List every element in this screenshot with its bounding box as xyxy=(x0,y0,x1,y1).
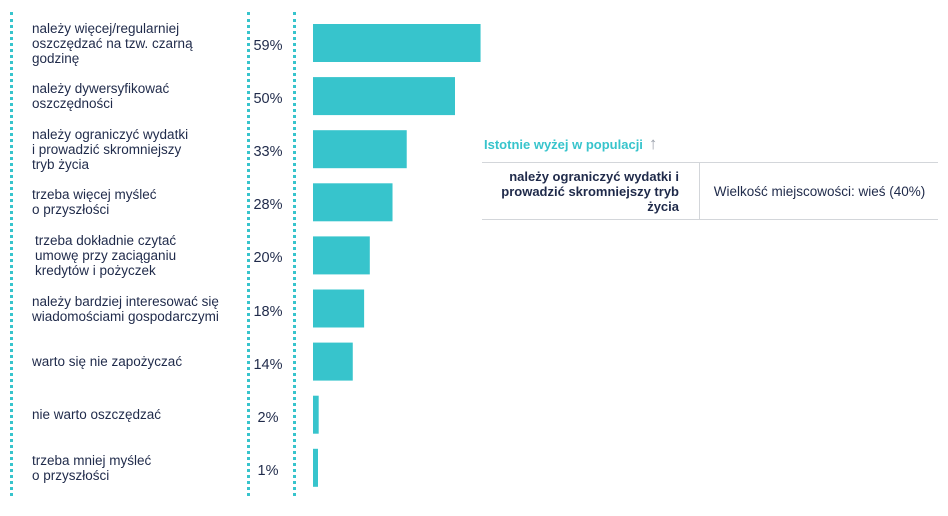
significance-table: należy ograniczyć wydatki i prowadzić sk… xyxy=(482,162,938,220)
value-label: 59% xyxy=(253,38,283,54)
dotted-divider-left xyxy=(10,12,13,496)
bar-2 xyxy=(313,77,455,116)
category-label: trzeba więcej myśleć o przyszłości xyxy=(32,187,157,218)
category-label: trzeba mniej myśleć o przyszłości xyxy=(32,452,152,483)
significance-title-text: Istotnie wyżej w populacji xyxy=(484,137,643,152)
category-label: należy dywersyfikować oszczędności xyxy=(32,81,170,112)
value-label: 2% xyxy=(257,409,279,426)
bar-7 xyxy=(313,342,353,381)
category-label: należy ograniczyć wydatki i prowadzić skr… xyxy=(32,126,189,172)
bar-9 xyxy=(313,448,318,487)
value-label: 18% xyxy=(253,303,283,320)
significance-title: Istotnie wyżej w populacji ↑ xyxy=(484,134,657,154)
category-label: warto się nie zapożyczać xyxy=(32,354,183,370)
value-label: 28% xyxy=(253,197,283,214)
value-label: 50% xyxy=(253,91,283,108)
value-label: 33% xyxy=(253,144,283,161)
value-label: 14% xyxy=(253,356,283,373)
bar-6 xyxy=(313,289,365,328)
value-label: 1% xyxy=(257,462,279,479)
bar-1 xyxy=(313,24,481,62)
dotted-divider-right xyxy=(293,12,296,496)
bar-3 xyxy=(313,130,407,169)
category-label: należy więcej/regularniej oszczędzać na t… xyxy=(32,20,193,66)
bar-8 xyxy=(313,395,319,434)
category-label: nie warto oszczędzać xyxy=(32,407,162,423)
value-label: 20% xyxy=(253,250,283,267)
bar-4 xyxy=(313,183,393,222)
category-label: trzeba dokładnie czytać umowę przy zaciąg… xyxy=(35,232,177,278)
arrow-up-icon: ↑ xyxy=(648,134,658,153)
dotted-divider-middle xyxy=(247,12,250,496)
category-label: należy bardziej interesować się wiadomośc… xyxy=(32,293,219,324)
significance-row-label: należy ograniczyć wydatki i prowadzić sk… xyxy=(482,163,700,219)
significance-row-value: Wielkość miejscowości: wieś (40%) xyxy=(713,183,926,199)
bar-5 xyxy=(313,236,370,275)
